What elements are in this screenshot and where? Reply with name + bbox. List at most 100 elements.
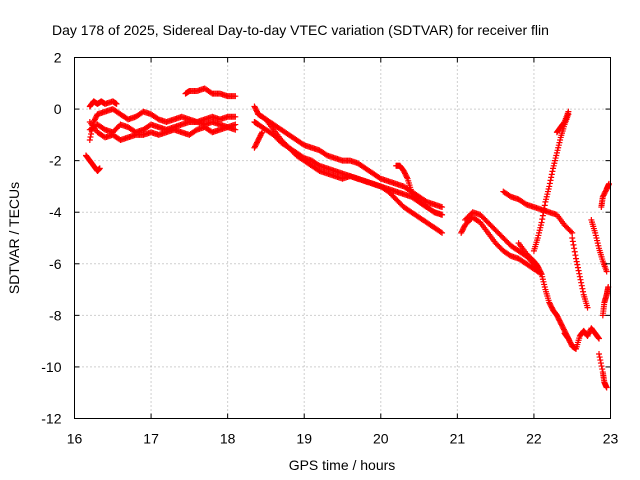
data-point	[570, 241, 577, 248]
y-tick-label: -10	[41, 359, 61, 375]
data-point	[541, 205, 548, 212]
y-tick-label: -2	[49, 153, 62, 169]
data-point	[258, 130, 265, 137]
data-point	[88, 130, 95, 137]
plot-frame	[74, 57, 611, 419]
data-point	[571, 248, 578, 255]
data-point	[576, 273, 583, 280]
data-point	[546, 183, 553, 190]
data-point	[113, 100, 120, 107]
data-point	[603, 268, 610, 275]
data-point	[547, 177, 554, 184]
data-point	[539, 216, 546, 223]
data-point	[596, 335, 603, 342]
data-point	[597, 357, 604, 364]
data-point	[232, 126, 239, 133]
y-axis-label: SDTVAR / TECUs	[6, 182, 22, 294]
data-point	[437, 228, 444, 235]
data-point	[584, 304, 591, 311]
data-point	[580, 288, 587, 295]
data-point	[603, 384, 610, 391]
x-tick-label: 21	[450, 431, 466, 447]
data-point	[232, 121, 239, 128]
data-point	[96, 165, 103, 172]
data-point	[569, 238, 576, 245]
data-point	[578, 279, 585, 286]
y-tick-label: 2	[54, 50, 62, 66]
data-point	[579, 285, 586, 292]
data-point	[439, 229, 446, 236]
y-tick-label: -8	[49, 307, 62, 323]
data-point	[573, 258, 580, 265]
data-point	[573, 255, 580, 262]
data-point	[403, 174, 410, 181]
data-point	[596, 351, 603, 358]
data-point	[540, 209, 547, 216]
series-s8	[255, 111, 446, 211]
data-points	[82, 85, 612, 391]
y-tick-label: -12	[41, 411, 61, 427]
data-point	[537, 269, 544, 276]
data-point	[574, 261, 581, 268]
series-s6	[182, 85, 239, 100]
x-tick-label: 18	[220, 431, 236, 447]
x-tick-label: 23	[603, 431, 619, 447]
data-point	[578, 282, 585, 289]
data-point	[539, 212, 546, 219]
data-point	[565, 108, 572, 115]
data-point	[548, 171, 555, 178]
x-tick-label: 22	[526, 431, 542, 447]
x-tick-label: 17	[143, 431, 159, 447]
data-point	[232, 93, 239, 100]
x-tick-label: 20	[373, 431, 389, 447]
series-s18	[561, 325, 603, 352]
series-s17	[553, 108, 572, 136]
data-point	[572, 252, 579, 259]
series-s19	[569, 235, 591, 311]
series-s5	[86, 98, 120, 110]
y-tick-label: 0	[54, 101, 62, 117]
y-tick-label: -6	[49, 256, 62, 272]
data-point	[548, 174, 555, 181]
series-s15	[515, 240, 572, 342]
x-tick-label: 16	[67, 431, 83, 447]
y-tick-labels: 2 0 -2 -4 -6 -8 -10 -12	[41, 50, 61, 427]
data-point	[546, 180, 553, 187]
data-point	[567, 228, 574, 235]
x-axis-label: GPS time / hours	[289, 457, 396, 473]
data-point	[259, 129, 266, 136]
data-point	[549, 168, 556, 175]
data-point	[86, 137, 93, 144]
data-point	[576, 270, 583, 277]
series-s13	[462, 209, 541, 275]
data-point	[599, 366, 606, 373]
data-point	[541, 202, 548, 209]
data-point	[569, 235, 576, 241]
data-point	[538, 219, 545, 226]
chart-title: Day 178 of 2025, Sidereal Day-to-day VTE…	[52, 22, 549, 38]
data-point	[439, 204, 446, 211]
series-s20	[588, 216, 610, 275]
data-point	[595, 334, 602, 341]
data-point	[574, 264, 581, 271]
data-point	[577, 276, 584, 283]
series-s11	[393, 162, 446, 218]
data-point	[575, 267, 582, 274]
data-point	[597, 360, 604, 367]
x-tick-labels: 16 17 18 19 20 21 22 23	[67, 431, 619, 447]
data-point	[598, 363, 605, 370]
y-tick-label: -4	[49, 204, 62, 220]
series-s10	[251, 129, 266, 151]
x-tick-label: 19	[296, 431, 312, 447]
data-point	[596, 354, 603, 361]
series-s9	[251, 103, 446, 236]
data-point	[232, 113, 239, 120]
data-point	[569, 229, 576, 236]
data-point	[571, 245, 578, 252]
data-point	[87, 134, 94, 141]
series-s3	[86, 118, 239, 144]
series-s23	[599, 283, 612, 319]
data-point	[439, 211, 446, 218]
